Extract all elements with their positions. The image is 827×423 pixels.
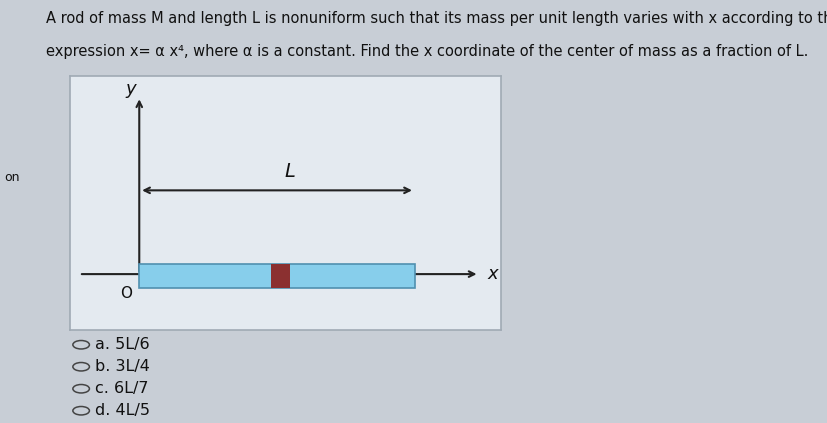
Text: L: L (284, 162, 295, 181)
Text: d. 4L/5: d. 4L/5 (95, 403, 150, 418)
Text: b. 3L/4: b. 3L/4 (95, 359, 150, 374)
Text: a. 5L/6: a. 5L/6 (95, 337, 150, 352)
Text: on: on (4, 171, 20, 184)
Bar (270, 264, 289, 288)
Text: x: x (486, 265, 497, 283)
Text: A rod of mass M and length L is nonuniform such that its mass per unit length va: A rod of mass M and length L is nonunifo… (45, 11, 827, 25)
Bar (139, 264, 414, 288)
Text: y: y (125, 80, 136, 98)
Text: expression x= α x⁴, where α is a constant. Find the x coordinate of the center o: expression x= α x⁴, where α is a constan… (45, 44, 807, 59)
Text: c. 6L/7: c. 6L/7 (95, 381, 149, 396)
Text: O: O (120, 286, 132, 300)
